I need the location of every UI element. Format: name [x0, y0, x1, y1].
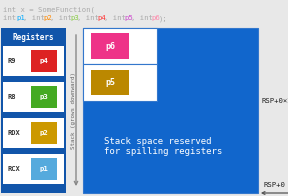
Bar [31, 122, 57, 144]
Text: p6: p6 [152, 15, 160, 21]
Text: p5: p5 [105, 78, 115, 87]
Text: p3: p3 [71, 15, 79, 21]
Bar [83, 64, 156, 101]
Text: , int: , int [77, 15, 104, 21]
Bar [3, 46, 64, 76]
Text: R8: R8 [7, 94, 16, 100]
Bar [3, 118, 64, 148]
Text: RCX: RCX [7, 166, 20, 172]
Text: RSP+0×20: RSP+0×20 [262, 98, 288, 104]
Text: p2: p2 [40, 130, 48, 136]
Bar [31, 50, 57, 72]
Bar [31, 158, 57, 180]
Bar [3, 82, 64, 112]
Text: p1: p1 [40, 166, 48, 172]
Bar [83, 28, 258, 193]
Text: , int: , int [104, 15, 131, 21]
Text: p3: p3 [40, 94, 48, 100]
Bar [31, 86, 57, 108]
Text: , int: , int [50, 15, 77, 21]
Text: p5: p5 [125, 15, 133, 21]
Text: , int: , int [23, 15, 50, 21]
Text: int x = SomeFunction(: int x = SomeFunction( [3, 6, 95, 13]
Text: p4: p4 [98, 15, 106, 21]
Bar [91, 70, 129, 95]
Text: , int: , int [131, 15, 158, 21]
Bar [91, 34, 129, 59]
Text: Stack space reserved
for spilling registers: Stack space reserved for spilling regist… [104, 137, 223, 156]
Text: Stack (grows downward): Stack (grows downward) [71, 72, 75, 149]
Text: RSP+0: RSP+0 [264, 182, 286, 188]
Text: int: int [3, 15, 20, 21]
Bar [1, 28, 66, 193]
Text: p2: p2 [43, 15, 52, 21]
Text: RDX: RDX [7, 130, 20, 136]
Text: Registers: Registers [13, 33, 54, 42]
Text: p6: p6 [105, 42, 115, 51]
Text: p1: p1 [16, 15, 25, 21]
Bar [83, 28, 156, 64]
Bar [3, 154, 64, 184]
Text: p4: p4 [40, 58, 48, 64]
Text: R9: R9 [7, 58, 16, 64]
Text: );: ); [158, 15, 167, 22]
